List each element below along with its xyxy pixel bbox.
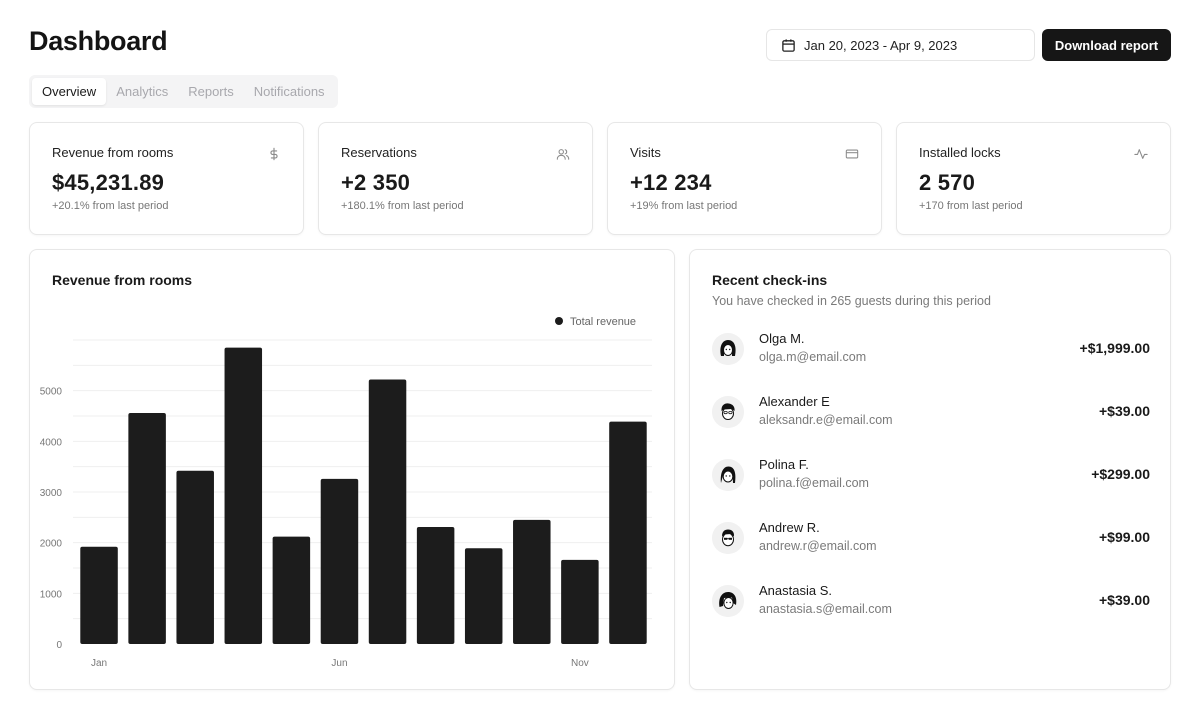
bar-jun (320, 478, 359, 644)
users-icon (556, 149, 570, 160)
checkins-title: Recent check-ins (712, 272, 828, 288)
checkin-email: polina.f@email.com (759, 476, 869, 490)
legend-label: Total revenue (570, 316, 636, 328)
person-avatar-icon (712, 585, 744, 617)
bar-aug (416, 526, 455, 644)
stat-change: +19% from last period (630, 200, 738, 212)
page-title: Dashboard (29, 26, 168, 56)
checkin-email: anastasia.s@email.com (759, 602, 892, 616)
stat-label: Installed locks (919, 145, 1001, 160)
stat-change: +180.1% from last period (341, 200, 464, 212)
recent-checkins-card: Recent check-ins You have checked in 265… (689, 249, 1171, 690)
checkin-name: Polina F. (759, 457, 809, 472)
list-item[interactable]: Polina F. polina.f@email.com +$299.00 (712, 454, 1150, 517)
y-tick-label: 3000 (40, 488, 63, 499)
bar-oct (513, 519, 551, 644)
checkin-amount: +$39.00 (1099, 403, 1150, 419)
date-range-picker[interactable]: Jan 20, 2023 - Apr 9, 2023 (766, 29, 1035, 61)
legend-dot (555, 317, 563, 325)
avatar (712, 396, 744, 428)
stat-value: $45,231.89 (52, 170, 165, 195)
checkin-amount: +$299.00 (1091, 466, 1150, 482)
stat-card-installed-locks: Installed locks 2 570 +170 from last per… (896, 122, 1171, 235)
stat-change: +20.1% from last period (52, 200, 169, 212)
checkin-name: Andrew R. (759, 520, 820, 535)
stat-value: +12 234 (630, 170, 712, 195)
checkins-list: Olga M. olga.m@email.com +$1,999.00 Alex… (712, 328, 1150, 643)
stat-label: Reservations (341, 145, 417, 160)
stat-card-visits: Visits +12 234 +19% from last period (607, 122, 882, 235)
checkin-amount: +$99.00 (1099, 529, 1150, 545)
bar-dec (609, 421, 647, 644)
y-tick-label: 1000 (40, 589, 63, 600)
person-avatar-icon (712, 459, 744, 491)
y-tick-label: 4000 (40, 437, 63, 448)
stat-label: Revenue from rooms (52, 145, 174, 160)
x-tick-label: Jun (331, 658, 347, 669)
list-item[interactable]: Anastasia S. anastasia.s@email.com +$39.… (712, 580, 1150, 643)
activity-icon (1134, 149, 1148, 159)
checkins-subtitle: You have checked in 265 guests during th… (712, 294, 991, 308)
download-report-button[interactable]: Download report (1042, 29, 1171, 61)
bar-jul (368, 379, 407, 644)
avatar (712, 459, 744, 491)
dollar-icon (270, 147, 278, 161)
bar-may (272, 536, 311, 644)
checkin-name: Anastasia S. (759, 583, 832, 598)
list-item[interactable]: Andrew R. andrew.r@email.com +$99.00 (712, 517, 1150, 580)
list-item[interactable]: Alexander E aleksandr.e@email.com +$39.0… (712, 391, 1150, 454)
checkin-name: Alexander E (759, 394, 830, 409)
chart-title: Revenue from rooms (52, 272, 193, 288)
bar-jan (80, 546, 118, 644)
revenue-chart-card: Revenue from rooms 0 1000 2000 3000 4000 5000… (29, 249, 675, 690)
stat-change: +170 from last period (919, 200, 1023, 212)
calendar-icon (782, 38, 795, 52)
bar-apr (224, 347, 263, 644)
avatar (712, 522, 744, 554)
date-range-text: Jan 20, 2023 - Apr 9, 2023 (804, 37, 958, 53)
tab-overview[interactable]: Overview (32, 78, 107, 105)
bar-mar (176, 470, 214, 644)
x-tick-label: Nov (571, 658, 589, 669)
tab-notifications[interactable]: Notifications (253, 84, 325, 99)
credit-card-icon (845, 149, 859, 159)
person-avatar-icon (712, 396, 744, 428)
bar-sep (464, 548, 503, 644)
x-tick-label: Jan (91, 658, 107, 669)
revenue-bar-chart: 0 1000 2000 3000 4000 5000 Jan Jun Nov Total reve… (40, 316, 652, 669)
checkin-amount: +$39.00 (1099, 592, 1150, 608)
stat-card-reservations: Reservations +2 350 +180.1% from last pe… (318, 122, 593, 235)
tab-bar: Overview Analytics Reports Notifications (29, 75, 338, 108)
stat-value: +2 350 (341, 170, 411, 195)
list-item[interactable]: Olga M. olga.m@email.com +$1,999.00 (712, 328, 1150, 391)
y-tick-label: 0 (56, 640, 62, 651)
bar-feb (128, 412, 166, 644)
stat-value: 2 570 (919, 170, 976, 195)
stat-card-revenue: Revenue from rooms $45,231.89 +20.1% fro… (29, 122, 304, 235)
stat-label: Visits (630, 145, 661, 160)
checkin-email: aleksandr.e@email.com (759, 413, 893, 427)
avatar (712, 585, 744, 617)
person-avatar-icon (712, 522, 744, 554)
tab-reports[interactable]: Reports (188, 84, 234, 99)
checkin-email: andrew.r@email.com (759, 539, 877, 553)
tab-analytics[interactable]: Analytics (116, 84, 169, 99)
avatar (712, 333, 744, 365)
person-avatar-icon (712, 333, 744, 365)
y-tick-label: 2000 (40, 539, 63, 550)
checkin-name: Olga M. (759, 331, 805, 346)
bar-nov (561, 559, 599, 644)
checkin-amount: +$1,999.00 (1079, 340, 1150, 356)
y-tick-label: 5000 (40, 387, 63, 398)
checkin-email: olga.m@email.com (759, 350, 867, 364)
